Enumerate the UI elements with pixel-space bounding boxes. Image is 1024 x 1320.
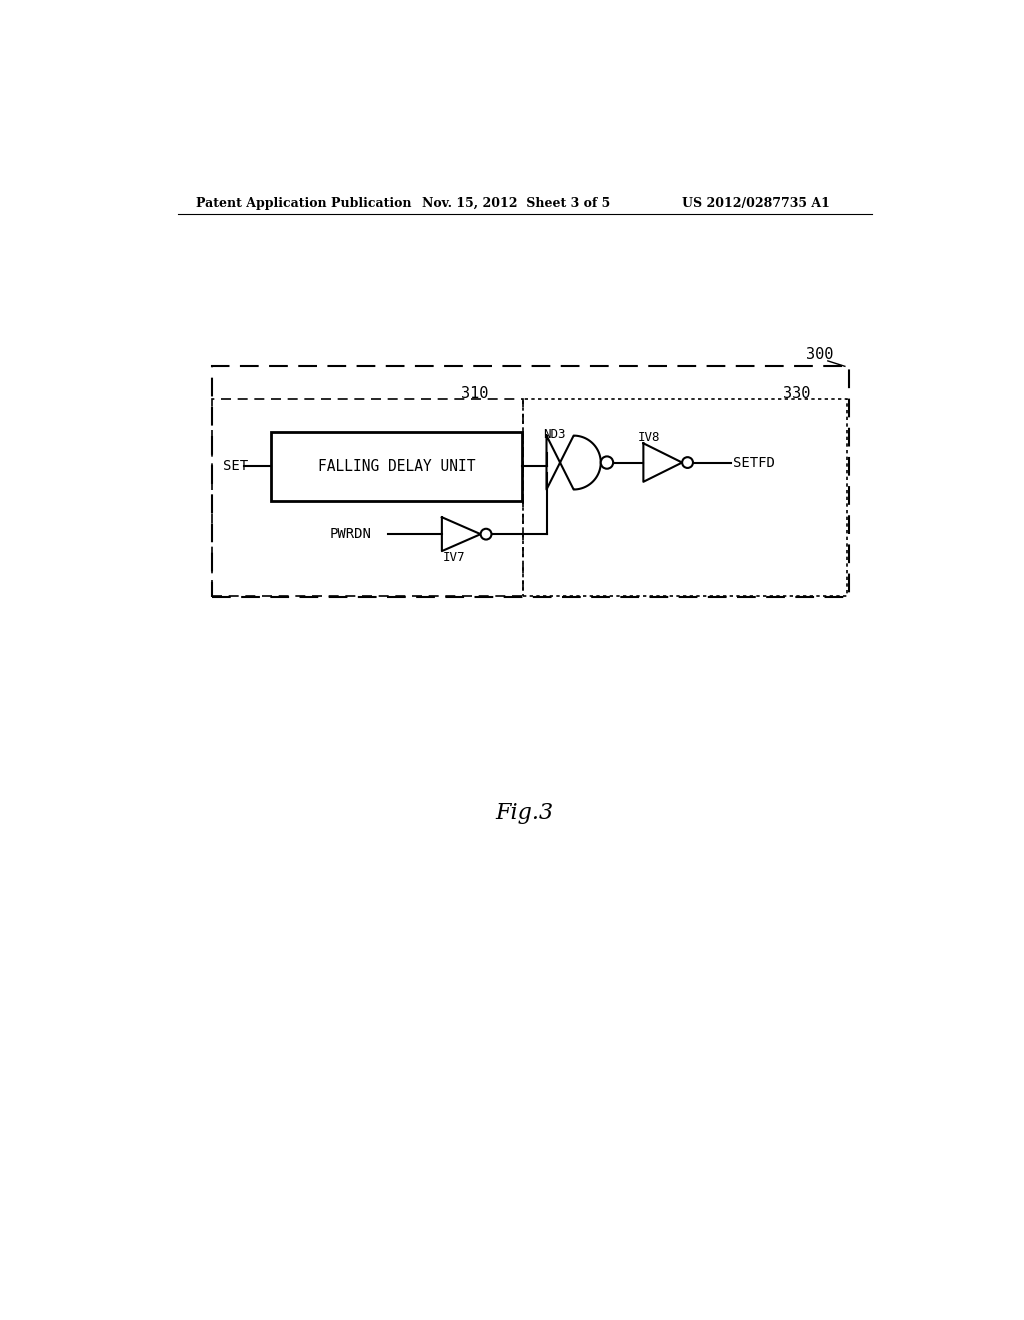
Text: Patent Application Publication: Patent Application Publication — [197, 197, 412, 210]
Text: 310: 310 — [461, 385, 488, 401]
Text: US 2012/0287735 A1: US 2012/0287735 A1 — [682, 197, 830, 210]
Text: IV8: IV8 — [638, 430, 660, 444]
Circle shape — [480, 529, 492, 540]
Text: SET: SET — [222, 459, 248, 474]
Bar — [212, 400, 523, 595]
Text: Nov. 15, 2012  Sheet 3 of 5: Nov. 15, 2012 Sheet 3 of 5 — [423, 197, 610, 210]
Text: FALLING DELAY UNIT: FALLING DELAY UNIT — [317, 459, 475, 474]
Text: ND3: ND3 — [543, 428, 565, 441]
Bar — [212, 367, 849, 598]
Text: 330: 330 — [783, 385, 810, 401]
Text: 300: 300 — [806, 347, 834, 362]
Text: SETFD: SETFD — [732, 455, 774, 470]
Bar — [271, 432, 521, 502]
Text: IV7: IV7 — [442, 550, 465, 564]
Circle shape — [601, 457, 613, 469]
Bar — [523, 400, 847, 595]
Text: PWRDN: PWRDN — [330, 527, 372, 541]
Text: Fig.3: Fig.3 — [496, 803, 554, 824]
Circle shape — [682, 457, 693, 469]
